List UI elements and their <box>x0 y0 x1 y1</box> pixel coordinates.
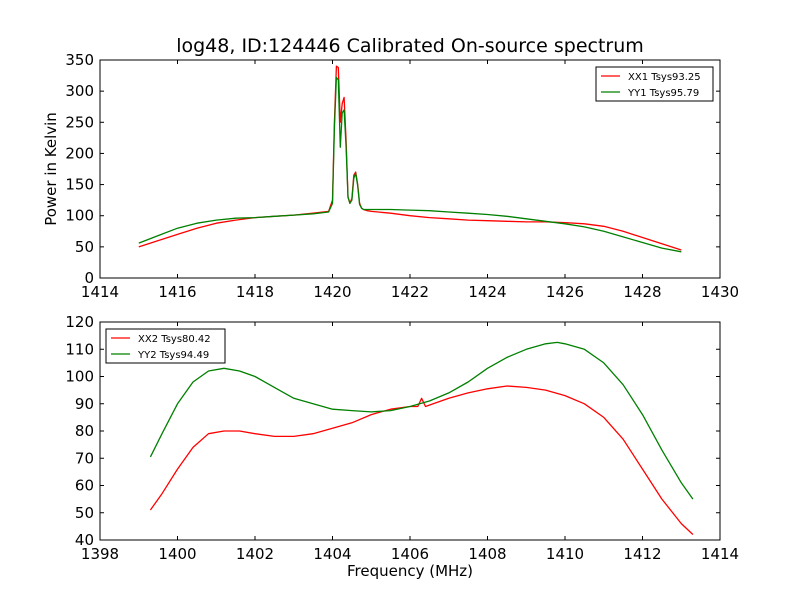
y-tick-label: 70 <box>75 449 94 467</box>
y-axis-label: Power in Kelvin <box>42 112 60 226</box>
x-tick-label: 1428 <box>623 283 661 301</box>
x-tick-label: 1424 <box>468 283 506 301</box>
x-tick-label: 1414 <box>701 545 739 563</box>
x-tick-label: 1402 <box>236 545 274 563</box>
x-tick-label: 1422 <box>391 283 429 301</box>
x-tick-label: 1404 <box>313 545 351 563</box>
x-tick-label: 1414 <box>81 283 119 301</box>
y-tick-label: 110 <box>65 340 94 358</box>
x-tick-label: 1406 <box>391 545 429 563</box>
y-tick-label: 120 <box>65 313 94 331</box>
y-tick-label: 250 <box>65 113 94 131</box>
y-tick-label: 350 <box>65 51 94 69</box>
y-tick-label: 50 <box>75 504 94 522</box>
series-line-2-2 <box>149 341 694 500</box>
y-tick-label: 60 <box>75 477 94 495</box>
x-tick-label: 1430 <box>701 283 739 301</box>
x-tick-label: 1418 <box>236 283 274 301</box>
x-tick-label: 1398 <box>81 545 119 563</box>
x-axis-label: Frequency (MHz) <box>347 562 473 580</box>
x-tick-label: 1416 <box>158 283 196 301</box>
x-tick-label: 1412 <box>623 545 661 563</box>
legend-label: YY1 Tsys95.79 <box>627 88 699 99</box>
series-line-1-2 <box>138 76 682 253</box>
y-tick-label: 50 <box>75 238 94 256</box>
x-tick-label: 1400 <box>158 545 196 563</box>
y-tick-label: 300 <box>65 82 94 100</box>
x-tick-label: 1426 <box>546 283 584 301</box>
y-tick-label: 100 <box>65 207 94 225</box>
x-tick-label: 1408 <box>468 545 506 563</box>
y-tick-label: 100 <box>65 368 94 386</box>
legend-label: XX2 Tsys80.42 <box>138 334 211 345</box>
y-tick-label: 40 <box>75 531 94 549</box>
y-tick-label: 90 <box>75 395 94 413</box>
legend-label: YY2 Tsys94.49 <box>137 350 209 361</box>
legend-label: XX1 Tsys93.25 <box>628 72 701 83</box>
y-tick-label: 150 <box>65 176 94 194</box>
y-tick-label: 200 <box>65 144 94 162</box>
y-tick-label: 0 <box>84 269 94 287</box>
series-line-2-1 <box>149 385 694 535</box>
chart-title: log48, ID:124446 Calibrated On-source sp… <box>176 35 644 57</box>
x-tick-label: 1420 <box>313 283 351 301</box>
x-tick-label: 1410 <box>546 545 584 563</box>
legend-box-1 <box>595 66 714 102</box>
y-tick-label: 80 <box>75 422 94 440</box>
legend-box-2 <box>105 328 226 364</box>
